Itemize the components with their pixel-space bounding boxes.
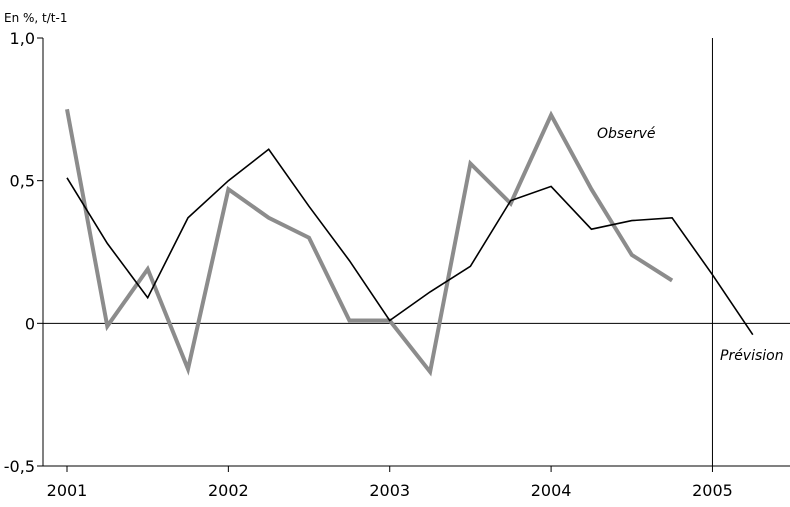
y-axis-ticks: 1,0 0,5 0 -0,5 xyxy=(4,29,43,476)
observed-annotation: Observé xyxy=(597,126,656,142)
forecast-series-line xyxy=(66,148,754,336)
x-tick-label: 2005 xyxy=(692,481,733,500)
forecast-annotation: Prévision xyxy=(720,348,784,364)
y-tick-label: 0 xyxy=(25,314,35,333)
x-axis-ticks: 2001 2002 2003 2004 2005 xyxy=(47,466,733,500)
y-tick-label: -0,5 xyxy=(4,457,35,476)
series-group xyxy=(65,108,754,377)
unit-label: En %, t/t-1 xyxy=(4,11,67,25)
y-tick-label: 1,0 xyxy=(10,29,35,48)
observed-series-line xyxy=(65,108,674,377)
x-tick-label: 2002 xyxy=(208,481,249,500)
x-tick-label: 2001 xyxy=(47,481,88,500)
x-tick-label: 2003 xyxy=(369,481,410,500)
y-tick-label: 0,5 xyxy=(10,172,35,191)
x-tick-label: 2004 xyxy=(531,481,572,500)
